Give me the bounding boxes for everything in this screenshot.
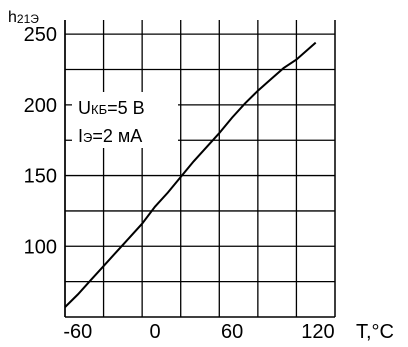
x-tick-label: 0: [149, 321, 160, 343]
x-tick-labels: -60 0 60 120: [63, 321, 334, 343]
annotation-ukb-rest: =5 В: [107, 98, 145, 118]
grid: [64, 20, 336, 318]
y-tick-label: 150: [24, 166, 57, 188]
y-axis-label-sub: 21Э: [17, 12, 39, 26]
annotation-bg: [72, 92, 178, 148]
x-tick-label: -60: [63, 321, 92, 343]
y-tick-label: 100: [24, 236, 57, 258]
annotation-ie-rest: =2 мА: [92, 126, 142, 146]
x-axis-label: T,°C: [356, 321, 394, 343]
annotation-ie: IЭ=2 мА: [78, 126, 142, 146]
series-line: [64, 41, 317, 308]
annotation-ie-main: I: [78, 126, 83, 146]
y-tick-labels: 100 150 200 250: [24, 24, 57, 258]
y-axis-label-main: h: [8, 9, 17, 26]
annotation-ie-sub: Э: [83, 130, 92, 145]
y-tick-label: 200: [24, 95, 57, 117]
annotation-ukb-sub: КБ: [91, 102, 107, 117]
annotation-ukb: UКБ=5 В: [78, 98, 145, 118]
y-axis-label: h21Э: [8, 9, 39, 26]
annotation-ukb-main: U: [78, 98, 91, 118]
x-tick-label: 120: [301, 321, 334, 343]
x-tick-label: 60: [221, 321, 243, 343]
y-tick-label: 250: [24, 24, 57, 46]
